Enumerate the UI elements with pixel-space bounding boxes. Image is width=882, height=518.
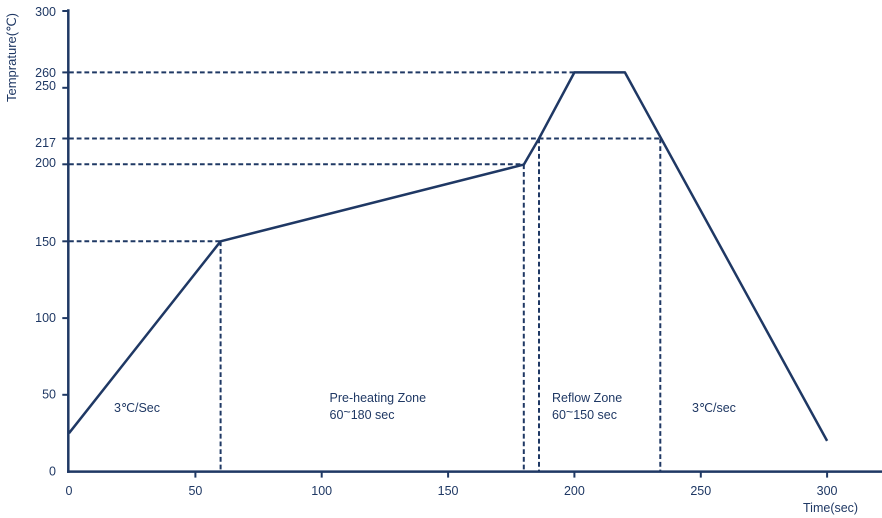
svg-text:3℃/Sec: 3℃/Sec bbox=[114, 401, 160, 415]
svg-text:Time(sec): Time(sec) bbox=[803, 501, 858, 515]
svg-text:260: 260 bbox=[35, 66, 56, 80]
svg-text:250: 250 bbox=[690, 484, 711, 498]
svg-text:50: 50 bbox=[42, 388, 56, 402]
svg-text:0: 0 bbox=[66, 484, 73, 498]
svg-text:100: 100 bbox=[311, 484, 332, 498]
svg-text:60~150 sec: 60~150 sec bbox=[552, 405, 617, 422]
svg-text:3℃/sec: 3℃/sec bbox=[692, 401, 736, 415]
svg-text:300: 300 bbox=[817, 484, 838, 498]
svg-text:150: 150 bbox=[35, 235, 56, 249]
svg-text:50: 50 bbox=[188, 484, 202, 498]
svg-text:Temprature(℃): Temprature(℃) bbox=[4, 13, 19, 102]
svg-text:Reflow Zone: Reflow Zone bbox=[552, 391, 622, 405]
svg-text:300: 300 bbox=[35, 5, 56, 19]
svg-text:100: 100 bbox=[35, 311, 56, 325]
svg-text:217: 217 bbox=[35, 136, 56, 150]
svg-text:Pre-heating Zone: Pre-heating Zone bbox=[330, 391, 427, 405]
svg-text:150: 150 bbox=[438, 484, 459, 498]
svg-text:200: 200 bbox=[35, 156, 56, 170]
svg-text:0: 0 bbox=[49, 464, 56, 478]
svg-text:200: 200 bbox=[564, 484, 585, 498]
svg-text:60~180 sec: 60~180 sec bbox=[330, 405, 395, 422]
svg-text:250: 250 bbox=[35, 79, 56, 93]
